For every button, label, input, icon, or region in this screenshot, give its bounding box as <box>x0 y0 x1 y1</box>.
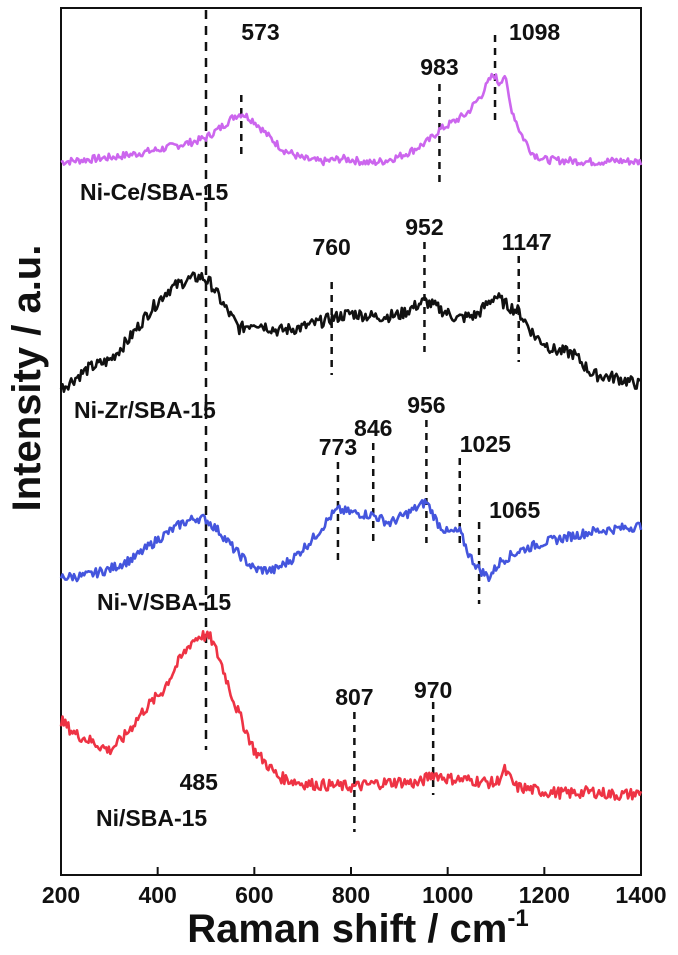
series-layer <box>59 72 643 801</box>
peak-label: 1025 <box>460 431 511 457</box>
x-tick-label: 200 <box>42 882 80 908</box>
peak-label: 956 <box>407 392 445 418</box>
label-layer: Ni-Ce/SBA-15 Ni-Zr/SBA-15 Ni-V/SBA-15 Ni/SB… <box>74 19 560 831</box>
x-tick-label: 1400 <box>615 882 666 908</box>
x-axis-title-main: Raman shift / cm <box>187 907 507 951</box>
series-line <box>59 630 643 801</box>
peak-label: 846 <box>354 415 392 441</box>
peak-label: 760 <box>312 234 350 260</box>
peak-label: 952 <box>405 214 443 240</box>
peak-label: 485 <box>180 769 219 795</box>
series-line <box>60 72 643 167</box>
x-tick-label: 400 <box>138 882 176 908</box>
series-label: Ni/SBA-15 <box>96 805 207 831</box>
peak-label: 773 <box>319 434 357 460</box>
y-axis-title: Intensity / a.u. <box>5 245 49 512</box>
series-label: Ni-V/SBA-15 <box>97 589 231 615</box>
x-axis-title: Raman shift / cm-1 <box>187 905 528 951</box>
x-tick-label: 1000 <box>422 882 473 908</box>
peak-label: 970 <box>414 677 452 703</box>
series-label: Ni-Ce/SBA-15 <box>80 179 228 205</box>
x-tick-label: 800 <box>332 882 370 908</box>
peak-label: 983 <box>420 54 458 80</box>
peak-label: 1098 <box>509 19 560 45</box>
x-tick-label: 600 <box>235 882 273 908</box>
x-axis-title-sup: -1 <box>507 905 528 932</box>
peak-label: 807 <box>335 684 373 710</box>
peak-label: 573 <box>241 19 279 45</box>
x-tick-label: 1200 <box>519 882 570 908</box>
x-tick-layer: 200 400 600 800 1000 1200 1400 <box>42 867 667 908</box>
peak-label: 1147 <box>502 229 552 255</box>
peak-label: 1065 <box>489 497 540 523</box>
series-line <box>59 271 642 393</box>
series-label: Ni-Zr/SBA-15 <box>74 397 216 423</box>
series-line <box>59 498 643 583</box>
